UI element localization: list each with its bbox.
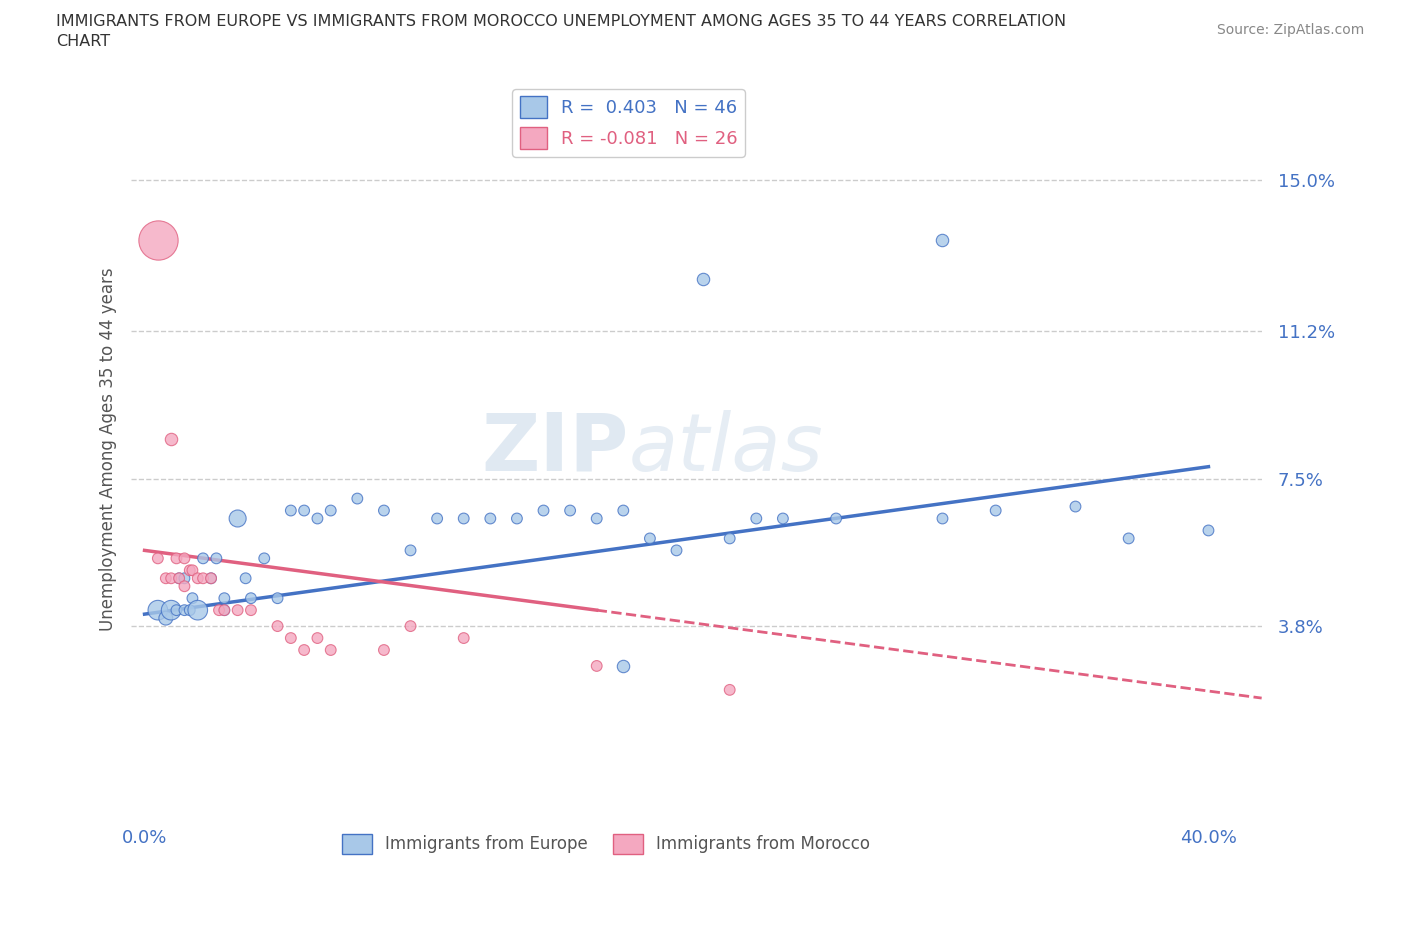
Point [280,631,302,645]
Point [280,503,302,518]
Point [984,503,1007,518]
Point [208,603,231,618]
Point [200,571,222,586]
Point [307,512,329,526]
Point [931,232,953,247]
Point [146,603,169,618]
Point [226,512,249,526]
Point [160,432,183,446]
Point [191,551,214,565]
Point [558,503,581,518]
Point [253,551,276,565]
Point [187,571,209,586]
Point [319,643,342,658]
Point [479,512,502,526]
Point [292,503,315,518]
Point [399,618,422,633]
Point [179,603,201,618]
Text: Source: ZipAtlas.com: Source: ZipAtlas.com [1216,23,1364,37]
Point [226,603,249,618]
Point [506,512,529,526]
Point [638,531,661,546]
Point [239,603,262,618]
Point [155,571,177,586]
Point [173,571,195,586]
Point [214,603,236,618]
Point [173,551,195,565]
Y-axis label: Unemployment Among Ages 35 to 44 years: Unemployment Among Ages 35 to 44 years [100,267,117,631]
Point [665,543,688,558]
Point [612,503,634,518]
Point [167,571,190,586]
Point [173,578,195,593]
Point [1064,499,1087,514]
Point [155,611,177,626]
Point [825,512,848,526]
Point [585,512,607,526]
Point [214,603,236,618]
Point [146,551,169,565]
Point [346,491,368,506]
Point [585,658,607,673]
Point [772,512,794,526]
Point [1198,523,1220,538]
Point [373,503,395,518]
Point [1118,531,1140,546]
Point [533,503,555,518]
Legend: Immigrants from Europe, Immigrants from Morocco: Immigrants from Europe, Immigrants from … [335,827,877,860]
Point [235,571,257,586]
Point [319,503,342,518]
Point [426,512,449,526]
Text: atlas: atlas [628,410,824,487]
Point [453,631,475,645]
Point [373,643,395,658]
Point [612,658,634,673]
Point [205,551,228,565]
Point [181,591,204,605]
Point [191,571,214,586]
Point [239,591,262,605]
Point [200,571,222,586]
Point [931,512,953,526]
Point [453,512,475,526]
Point [292,643,315,658]
Point [181,563,204,578]
Point [160,603,183,618]
Point [173,603,195,618]
Point [160,571,183,586]
Point [266,618,288,633]
Point [692,272,714,286]
Point [307,631,329,645]
Point [167,571,190,586]
Point [399,543,422,558]
Text: CHART: CHART [56,34,110,49]
Point [179,563,201,578]
Point [214,591,236,605]
Point [718,531,741,546]
Point [718,683,741,698]
Point [266,591,288,605]
Point [166,551,188,565]
Point [166,603,188,618]
Text: ZIP: ZIP [481,410,628,487]
Point [146,232,169,247]
Point [745,512,768,526]
Text: IMMIGRANTS FROM EUROPE VS IMMIGRANTS FROM MOROCCO UNEMPLOYMENT AMONG AGES 35 TO : IMMIGRANTS FROM EUROPE VS IMMIGRANTS FRO… [56,14,1066,29]
Point [187,603,209,618]
